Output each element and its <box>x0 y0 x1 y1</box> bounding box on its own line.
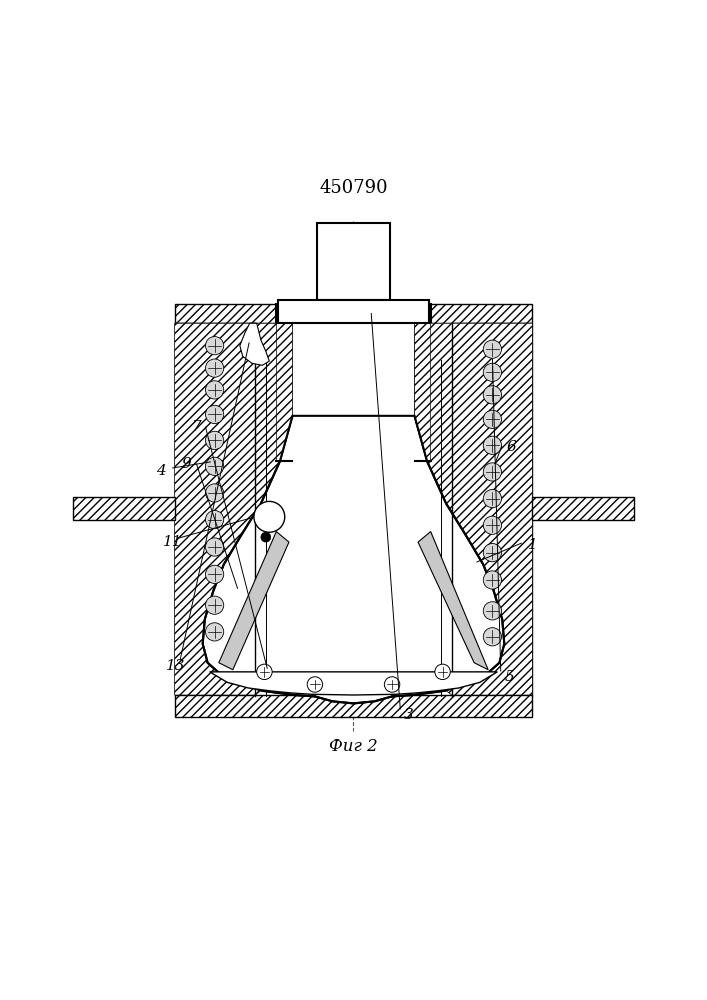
Text: Фиг 2: Фиг 2 <box>329 738 378 755</box>
Circle shape <box>206 431 223 449</box>
Circle shape <box>484 571 501 589</box>
Polygon shape <box>175 323 255 696</box>
Circle shape <box>206 381 223 399</box>
Circle shape <box>261 532 271 542</box>
Circle shape <box>484 489 501 508</box>
Polygon shape <box>278 300 429 323</box>
Polygon shape <box>418 532 488 670</box>
Circle shape <box>484 463 501 481</box>
Circle shape <box>484 543 501 562</box>
Polygon shape <box>532 497 634 520</box>
Polygon shape <box>276 323 293 461</box>
Polygon shape <box>175 695 532 717</box>
Polygon shape <box>203 416 504 703</box>
Circle shape <box>484 436 501 454</box>
Circle shape <box>206 484 223 502</box>
Text: 4: 4 <box>156 464 165 478</box>
Circle shape <box>308 677 322 692</box>
Polygon shape <box>414 323 532 695</box>
Polygon shape <box>175 304 532 323</box>
Circle shape <box>206 359 223 377</box>
Circle shape <box>435 664 450 680</box>
Text: 11: 11 <box>163 535 182 549</box>
Circle shape <box>484 410 501 428</box>
Circle shape <box>484 340 501 358</box>
Text: 7: 7 <box>191 420 201 434</box>
Circle shape <box>484 516 501 534</box>
Text: 3: 3 <box>404 708 414 722</box>
Polygon shape <box>175 323 293 695</box>
Polygon shape <box>219 532 289 670</box>
Text: 1: 1 <box>527 538 537 552</box>
Circle shape <box>484 628 501 646</box>
Circle shape <box>484 363 501 381</box>
Polygon shape <box>73 497 175 520</box>
Polygon shape <box>210 672 497 695</box>
Circle shape <box>206 623 223 641</box>
Text: 9: 9 <box>182 457 192 471</box>
Polygon shape <box>240 323 269 365</box>
Circle shape <box>206 596 223 614</box>
Polygon shape <box>317 223 390 300</box>
Circle shape <box>254 501 285 532</box>
Text: 5: 5 <box>504 670 514 684</box>
Text: 6: 6 <box>506 440 516 454</box>
Circle shape <box>257 664 272 680</box>
Circle shape <box>206 457 223 475</box>
Circle shape <box>484 602 501 620</box>
Circle shape <box>385 677 399 692</box>
Polygon shape <box>452 323 532 696</box>
Text: 13: 13 <box>165 659 185 673</box>
Polygon shape <box>414 323 431 461</box>
Circle shape <box>206 511 223 529</box>
Circle shape <box>206 565 223 583</box>
Circle shape <box>484 386 501 404</box>
Text: 450790: 450790 <box>319 179 388 197</box>
Circle shape <box>206 405 223 424</box>
Circle shape <box>206 538 223 556</box>
Polygon shape <box>276 304 431 556</box>
Circle shape <box>206 337 223 355</box>
